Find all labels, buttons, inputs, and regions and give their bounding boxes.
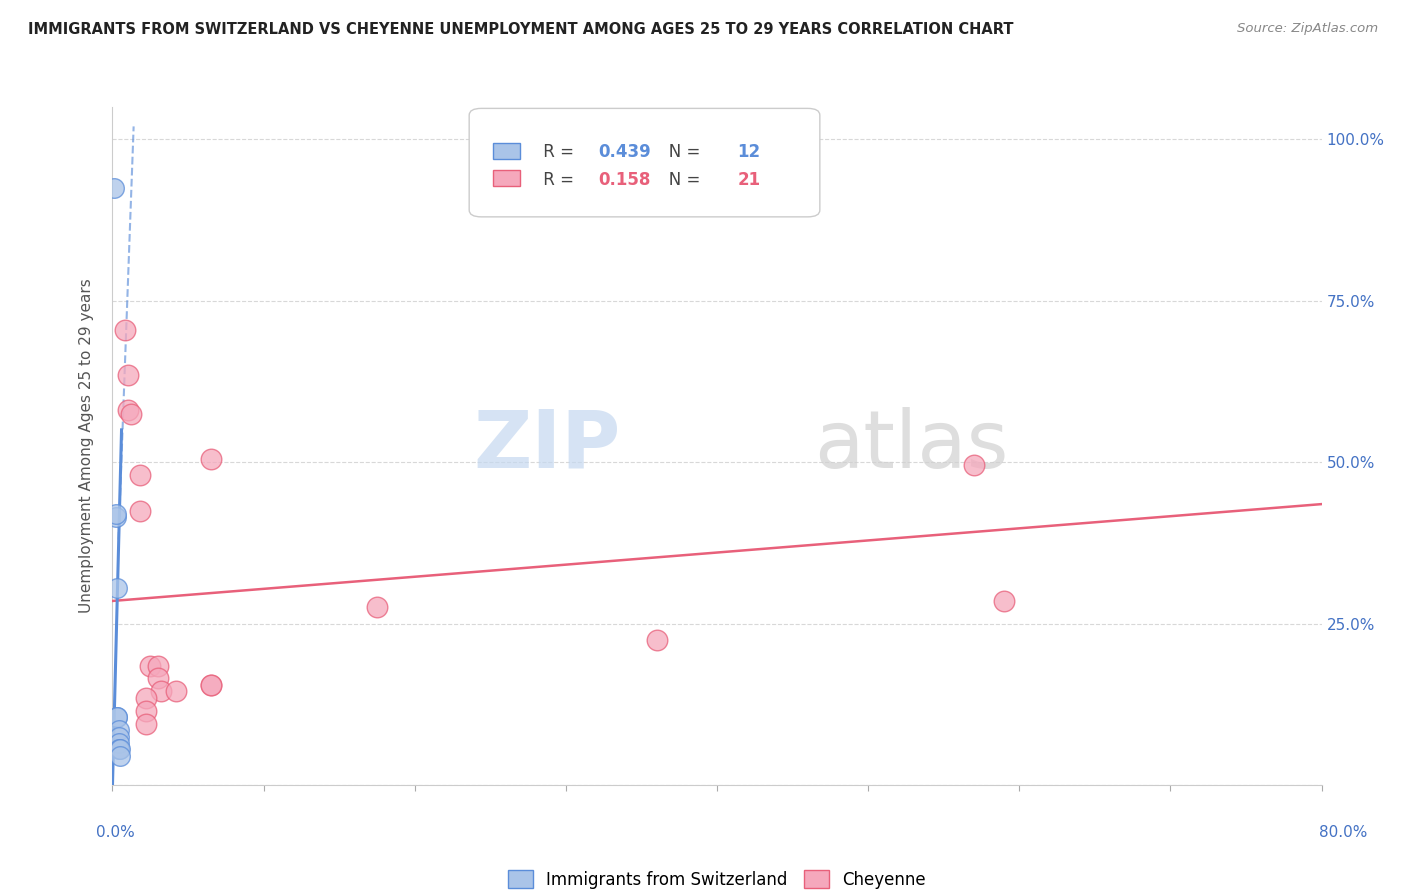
Y-axis label: Unemployment Among Ages 25 to 29 years: Unemployment Among Ages 25 to 29 years — [79, 278, 94, 614]
Point — [105, 710, 128, 724]
Point — [107, 730, 129, 744]
Point — [146, 672, 169, 686]
Point — [135, 704, 157, 718]
Point — [200, 451, 222, 466]
Point — [963, 458, 986, 473]
Point — [135, 716, 157, 731]
Text: IMMIGRANTS FROM SWITZERLAND VS CHEYENNE UNEMPLOYMENT AMONG AGES 25 TO 29 YEARS C: IMMIGRANTS FROM SWITZERLAND VS CHEYENNE … — [28, 22, 1014, 37]
Point — [107, 736, 129, 750]
Text: 0.158: 0.158 — [599, 170, 651, 188]
Point — [120, 407, 142, 421]
Text: Source: ZipAtlas.com: Source: ZipAtlas.com — [1237, 22, 1378, 36]
Point — [104, 507, 127, 521]
Point — [107, 723, 129, 737]
Text: 0.0%: 0.0% — [96, 825, 135, 840]
Point — [107, 742, 129, 756]
FancyBboxPatch shape — [494, 170, 520, 186]
Point — [200, 678, 222, 692]
Text: ZIP: ZIP — [472, 407, 620, 485]
Text: R =: R = — [538, 170, 579, 188]
Point — [645, 632, 668, 647]
Point — [993, 594, 1015, 608]
Point — [104, 510, 127, 524]
FancyBboxPatch shape — [470, 109, 820, 217]
Point — [139, 658, 162, 673]
Text: atlas: atlas — [814, 407, 1008, 485]
Point — [165, 684, 187, 698]
Text: 0.439: 0.439 — [599, 144, 651, 161]
FancyBboxPatch shape — [494, 143, 520, 160]
Text: 80.0%: 80.0% — [1319, 825, 1367, 840]
Point — [108, 748, 131, 763]
Point — [366, 600, 388, 615]
Point — [117, 368, 139, 382]
Text: N =: N = — [652, 170, 706, 188]
Text: 21: 21 — [738, 170, 761, 188]
Point — [128, 503, 150, 517]
Point — [149, 684, 172, 698]
Point — [200, 678, 222, 692]
Point — [114, 323, 136, 337]
Point — [146, 658, 169, 673]
Point — [117, 403, 139, 417]
Point — [105, 581, 128, 595]
Point — [105, 710, 128, 724]
Text: R =: R = — [538, 144, 579, 161]
Point — [103, 180, 125, 194]
Text: 12: 12 — [738, 144, 761, 161]
Point — [128, 468, 150, 483]
Point — [135, 690, 157, 705]
Text: N =: N = — [652, 144, 706, 161]
Point — [108, 742, 131, 756]
